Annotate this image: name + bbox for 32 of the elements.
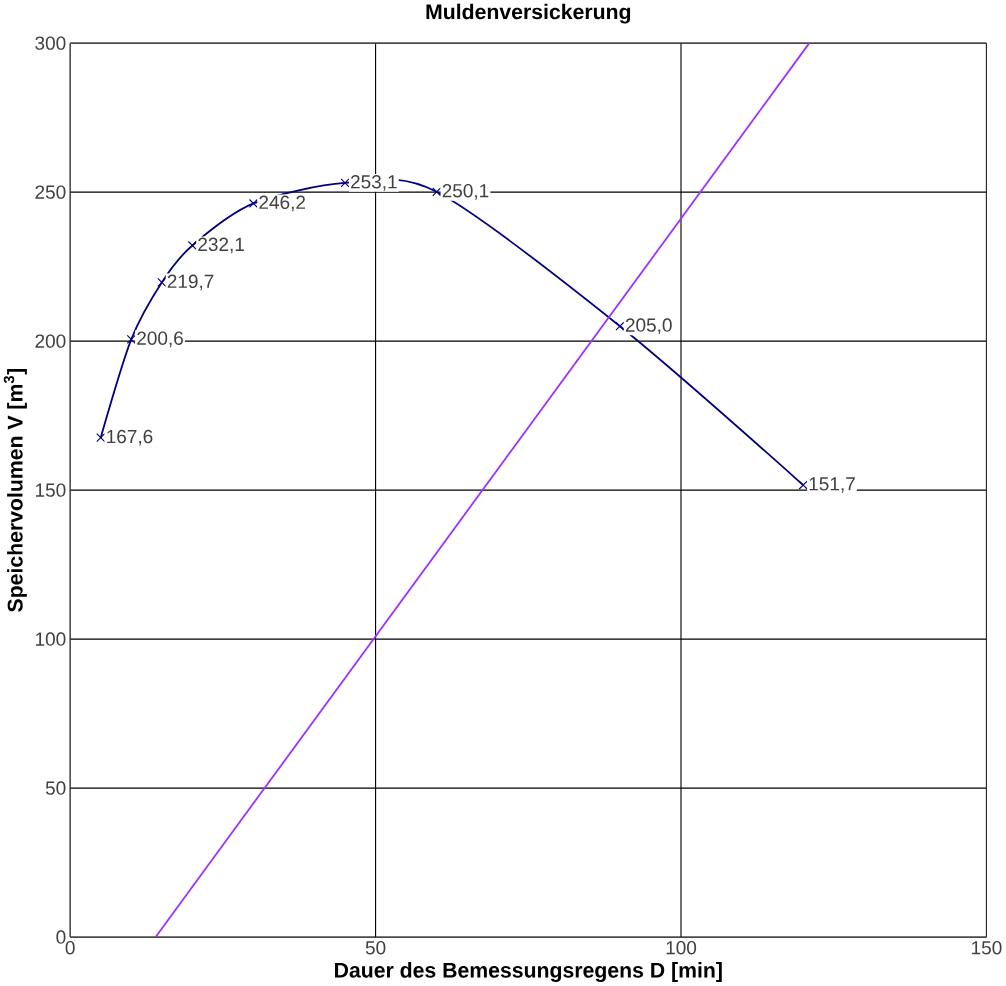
data-label: 250,1 (442, 184, 489, 200)
point (798, 480, 808, 490)
y-tick-label: 300 (35, 36, 66, 50)
point (187, 241, 197, 251)
data-label: 232,1 (198, 237, 244, 254)
chart-title: Muldenversickerung (426, 3, 631, 24)
point (248, 199, 258, 209)
y-tick-label: 250 (35, 185, 66, 199)
y-tick-label: 0 (56, 930, 66, 944)
data-label: 167,6 (107, 429, 153, 446)
x-tick-label: 150 (972, 941, 1002, 955)
y-tick-label: 150 (35, 483, 66, 497)
x-tick-label: 50 (365, 941, 386, 955)
point (126, 334, 136, 344)
point (432, 187, 442, 197)
point (96, 433, 106, 443)
data-label: 246,2 (259, 195, 306, 212)
x-axis-title: Dauer des Bemessungsregens D [min] (335, 962, 722, 983)
data-label: 219,7 (167, 274, 214, 291)
data-label: 151,7 (809, 477, 855, 493)
data-label: 253,1 (351, 175, 397, 191)
x-tick-label: 0 (65, 941, 75, 955)
point (340, 178, 350, 188)
x-tick-label: 100 (666, 941, 697, 955)
point (615, 321, 625, 331)
y-tick-label: 100 (35, 632, 66, 646)
y-tick-label: 50 (45, 781, 66, 795)
point (157, 278, 167, 288)
y-tick-label: 200 (35, 334, 66, 348)
data-label: 205,0 (625, 318, 672, 335)
data-label: 200,6 (137, 331, 183, 348)
y-axis-title: Speichervolumen V [m$^{3}$] (3, 369, 27, 613)
